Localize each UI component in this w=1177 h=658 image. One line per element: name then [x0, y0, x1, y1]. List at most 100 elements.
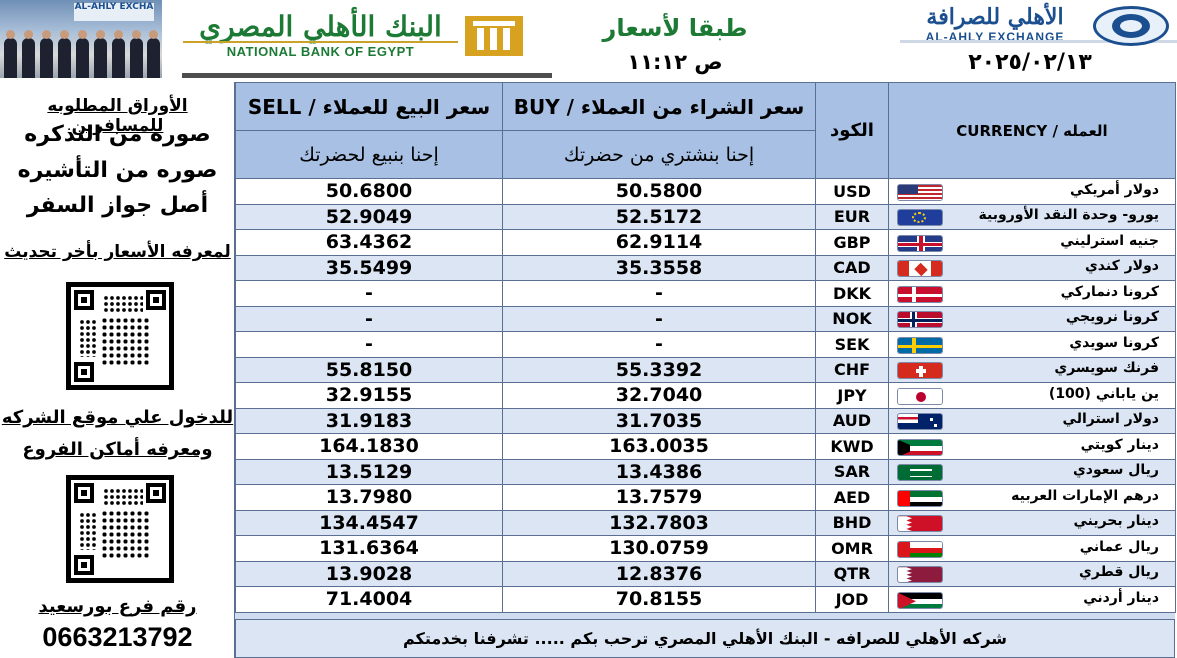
buy-rate: 50.5800 [502, 178, 816, 205]
currency-name: دولار أمريكي [1070, 181, 1159, 198]
rates-time: ص ١١:١٢ [627, 50, 723, 74]
gb-flag-icon [897, 234, 943, 252]
sell-rate: 71.4004 [235, 586, 503, 613]
currency-name-cell: فرنك سويسري [888, 356, 1176, 383]
dk-flag-icon [897, 285, 943, 303]
sell-rate: - [235, 280, 503, 307]
currency-name: دولار كندي [1084, 258, 1159, 275]
exchange-logo-icon [1093, 6, 1169, 46]
travel-docs-heading: الأوراق المطلوبه للمسافرين [47, 96, 188, 136]
currency-name-cell: دولار كندي [888, 254, 1176, 281]
pricing-label: طبقا لأسعار [602, 14, 748, 42]
currency-name: كرونا نرويجي [1065, 309, 1159, 326]
currency-code: USD [815, 178, 889, 205]
currency-code: SEK [815, 331, 889, 358]
sell-rate: 13.9028 [235, 560, 503, 587]
currency-name: جنيه استرليني [1060, 232, 1159, 249]
buy-rate: 13.4386 [502, 458, 816, 485]
currency-code: CAD [815, 254, 889, 281]
branch-phone[interactable]: 0663213792 [42, 622, 193, 652]
currency-code: OMR [815, 535, 889, 562]
branches-label: ومعرفه أماكن الفروع [22, 439, 213, 460]
us-flag-icon [897, 183, 943, 201]
currency-code: SAR [815, 458, 889, 485]
currency-name: ريال عماني [1079, 538, 1159, 555]
table-row: - - NOK كرونا نرويجي [235, 305, 1176, 332]
rates-qr-code-icon[interactable] [66, 282, 174, 390]
exchange-name-ar: الأهلي للصرافة [926, 4, 1064, 30]
nbe-logo-icon [465, 16, 523, 56]
currency-name: ين ياباني (100) [1048, 385, 1159, 402]
jp-flag-icon [897, 387, 943, 405]
sell-rate: - [235, 331, 503, 358]
table-row: 164.1830 163.0035 KWD دينار كويتي [235, 433, 1176, 460]
sell-rate: 164.1830 [235, 433, 503, 460]
doc-visa: صوره من التأشيره [17, 158, 218, 183]
kw-flag-icon [897, 438, 943, 456]
branch-number-label: رقم فرع بورسعيد [38, 596, 197, 617]
buy-rate: 163.0035 [502, 433, 816, 460]
sell-rate: 134.4547 [235, 509, 503, 536]
table-row: 52.9049 52.5172 EUR يورو- وحدة النقد الأورو… [235, 203, 1176, 230]
sell-rate: 13.5129 [235, 458, 503, 485]
table-row: 32.9155 32.7040 JPY ين ياباني (100) [235, 382, 1176, 409]
currency-name-cell: دولار استرالي [888, 407, 1176, 434]
currency-name: كرونا سويدي [1069, 334, 1159, 351]
table-row: - - SEK كرونا سويدي [235, 331, 1176, 358]
buy-rate: 130.0759 [502, 535, 816, 562]
doc-ticket: صوره من التذكره [24, 122, 211, 147]
bh-flag-icon [897, 515, 943, 533]
currency-code: JPY [815, 382, 889, 409]
team-photo: AL-AHLY EXCHA [0, 0, 162, 78]
sell-rate: 35.5499 [235, 254, 503, 281]
sell-rate: 131.6364 [235, 535, 503, 562]
website-qr-code-icon[interactable] [66, 475, 174, 583]
currency-name-cell: دينار أردني [888, 586, 1176, 613]
currency-name: ريال سعودي [1072, 462, 1159, 479]
currency-name-cell: كرونا سويدي [888, 331, 1176, 358]
buy-rate: 35.3558 [502, 254, 816, 281]
currency-name: دينار كويتي [1080, 436, 1159, 453]
currency-name-cell: ريال سعودي [888, 458, 1176, 485]
currency-code: CHF [815, 356, 889, 383]
footer-message: شركه الأهلي للصرافه - البنك الأهلي المصر… [235, 619, 1175, 658]
currency-code: AUD [815, 407, 889, 434]
table-row: - - DKK كرونا دنماركي [235, 280, 1176, 307]
buy-header: سعر الشراء من العملاء / BUY [502, 82, 816, 131]
buy-rate: 62.9114 [502, 229, 816, 256]
currency-name-cell: ريال عماني [888, 535, 1176, 562]
currency-name: دينار أردني [1083, 589, 1159, 606]
currency-name-cell: دولار أمريكي [888, 178, 1176, 205]
info-sidebar: الأوراق المطلوبه للمسافرين صوره من التذك… [0, 82, 235, 658]
currency-name-cell: ين ياباني (100) [888, 382, 1176, 409]
table-row: 13.7980 13.7579 AED درهم الإمارات العربيه [235, 484, 1176, 511]
currency-name-cell: كرونا نرويجي [888, 305, 1176, 332]
currency-code: KWD [815, 433, 889, 460]
currency-name: كرونا دنماركي [1060, 283, 1159, 300]
table-row: 31.9183 31.7035 AUD دولار استرالي [235, 407, 1176, 434]
buy-rate: 70.8155 [502, 586, 816, 613]
currency-name-cell: درهم الإمارات العربيه [888, 484, 1176, 511]
currency-name: دينار بحريني [1073, 513, 1159, 530]
exchange-divider [900, 40, 1177, 43]
ch-flag-icon [897, 362, 943, 380]
buy-rate: - [502, 331, 816, 358]
latest-rates-label: لمعرفه الأسعار بأخر تحديث [4, 242, 231, 262]
table-row: 35.5499 35.3558 CAD دولار كندي [235, 254, 1176, 281]
sell-rate: 50.6800 [235, 178, 503, 205]
buy-rate: - [502, 305, 816, 332]
table-row: 131.6364 130.0759 OMR ريال عماني [235, 535, 1176, 562]
currency-name: دولار استرالي [1062, 411, 1159, 428]
currency-name-cell: دينار بحريني [888, 509, 1176, 536]
sell-rate: 63.4362 [235, 229, 503, 256]
table-row: 134.4547 132.7803 BHD دينار بحريني [235, 509, 1176, 536]
currency-name-cell: دينار كويتي [888, 433, 1176, 460]
table-row: 50.6800 50.5800 USD دولار أمريكي [235, 178, 1176, 205]
rates-date: ٢٠٢٥/٠٢/١٣ [968, 50, 1092, 75]
currency-header: العمله / CURRENCY [888, 82, 1176, 179]
buy-rate: 132.7803 [502, 509, 816, 536]
currency-name: ريال قطري [1079, 564, 1159, 581]
currency-name-cell: كرونا دنماركي [888, 280, 1176, 307]
page-header: AL-AHLY EXCHA البنك الأهلي المصري NATION… [0, 0, 1177, 82]
currency-code: BHD [815, 509, 889, 536]
